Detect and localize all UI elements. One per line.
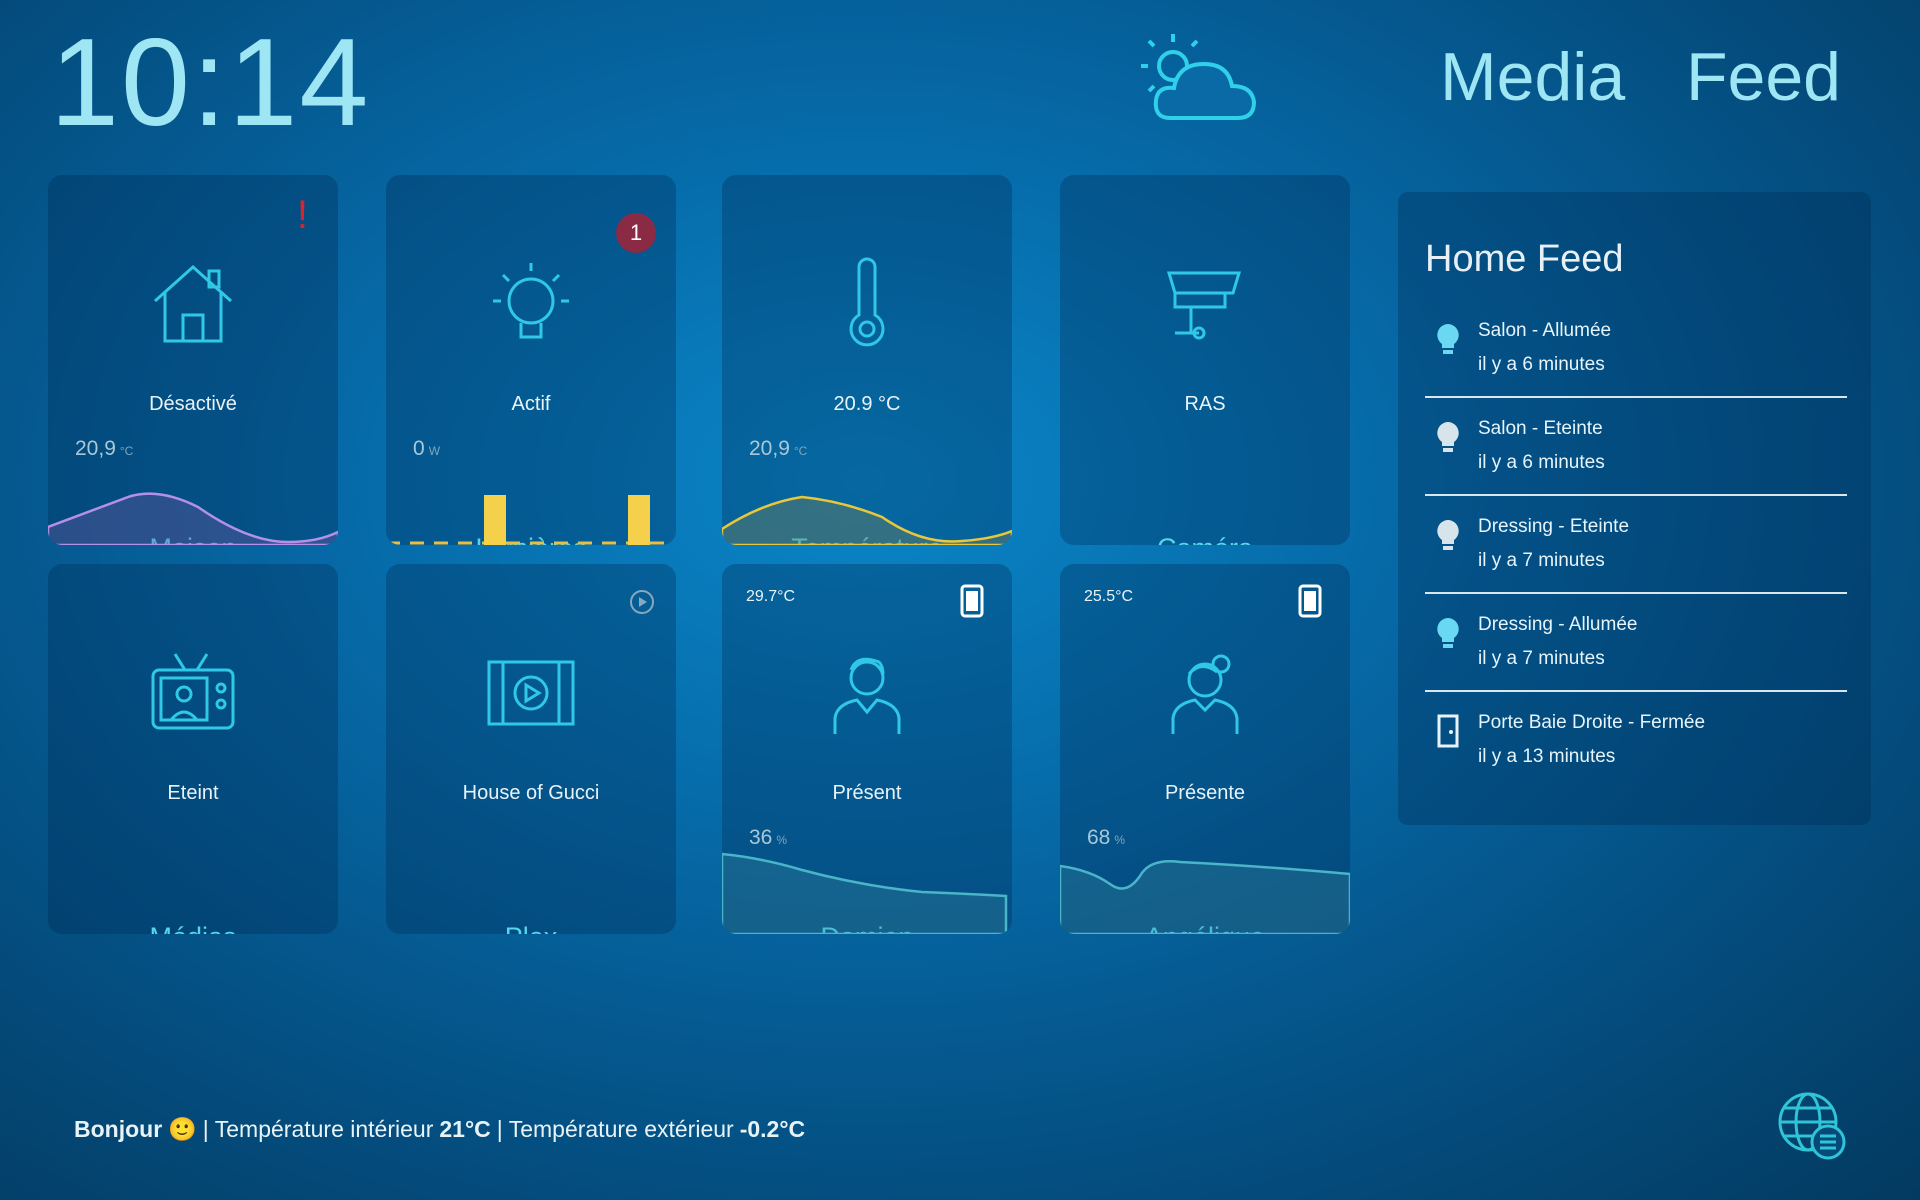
sensor-unit: W [428,444,441,458]
sensor-value: 20,9 °C [75,437,133,461]
tile-status: 20.9 °C [833,393,901,415]
tile[interactable]: Plex House of Gucci [386,564,676,934]
device-temp: 29.7°C [746,588,796,605]
tile-name: Maison [48,533,338,545]
sensor-unit: % [1114,833,1126,847]
feed-time: il y a 6 minutes [1478,354,1605,375]
nav-media[interactable]: Media [1440,39,1626,115]
feed-separator [1425,396,1847,398]
feed-title: Home Feed [1425,238,1624,280]
feed-item[interactable]: Porte Baie Droite - Fermée il y a 13 minu… [1425,694,1847,790]
sensor-value: 20,9 °C [749,437,807,461]
tile-icon [493,263,569,339]
tile-name: Caméra [1060,533,1350,545]
tile-name: Température [722,533,1012,545]
sparkline [48,492,338,545]
sensor-unit: % [776,833,788,847]
weather-icon[interactable] [1140,28,1280,128]
sensor-number: 20,9 [75,437,116,460]
footer-text: 🙂 [168,1116,197,1142]
feed-event: Dressing - Allumée [1478,614,1638,635]
alert-mark: ! [296,193,308,237]
tile-icon [849,257,885,347]
footer-text: Bonjour [74,1116,163,1142]
sensor-number: 68 [1087,826,1111,849]
tile-icon [151,653,235,730]
feed-event: Porte Baie Droite - Fermée [1478,712,1706,733]
tile-status: Désactivé [149,393,237,415]
home-feed: Home Feed Salon - Allumée il y a 6 minute… [1398,192,1871,825]
feed-separator [1425,592,1847,594]
tile-name: Angélique [1060,922,1350,934]
notification-badge: 1 [616,213,656,253]
sensor-unit: °C [119,444,134,458]
tile-icon [487,660,575,726]
phone-icon [960,584,984,618]
feed-time: il y a 7 minutes [1478,648,1605,669]
tile-icon [833,657,901,734]
feed-icon [1437,324,1459,354]
tile-status: House of Gucci [462,782,600,804]
nav-feed[interactable]: Feed [1686,39,1841,115]
tile-name: Damien [722,922,1012,934]
sensor-number: 36 [749,826,773,849]
tile-icon [1171,654,1239,734]
sparkline [722,852,1008,934]
tile-status: Présent [832,782,902,804]
feed-item[interactable]: Dressing - Eteinte il y a 7 minutes [1425,498,1847,594]
feed-separator [1425,690,1847,692]
sensor-unit: °C [793,444,808,458]
feed-event: Dressing - Eteinte [1478,516,1630,537]
feed-event: Salon - Allumée [1478,320,1612,341]
footer-status: Bonjour 🙂 | Température intérieur 21°C | Tem… [74,1116,811,1143]
feed-icon [1437,618,1459,648]
tile-icon [153,264,233,343]
sensor-number: 20,9 [749,437,790,460]
tile[interactable]: LumièresActif0W1 [386,175,676,545]
footer-text: | Température intérieur [202,1116,434,1142]
tile[interactable]: Damien Présent 36% 29.7°C [722,564,1012,934]
footer-text: 21°C [439,1116,491,1142]
feed-time: il y a 13 minutes [1478,746,1616,767]
feed-icon [1437,714,1459,748]
footer-text: | Température extérieur [496,1116,734,1142]
tile[interactable]: Maison Désactivé 20,9°C! [48,175,338,545]
feed-separator [1425,494,1847,496]
feed-item[interactable]: Dressing - Allumée il y a 7 minutes [1425,596,1847,692]
sparkline [722,495,1012,545]
feed-event: Salon - Eteinte [1478,418,1603,439]
feed-item[interactable]: Salon - Allumée il y a 6 minutes [1425,302,1847,398]
settings-globe[interactable] [1776,1090,1848,1162]
feed-item[interactable]: Salon - Eteinte il y a 6 minutes [1425,400,1847,496]
sparkline [1060,860,1350,934]
play-button[interactable] [628,588,656,616]
tile-status: Eteint [167,782,219,804]
tile-name: Plex [386,922,676,934]
sparkline [386,495,676,545]
sensor-value: 68% [1087,826,1125,850]
feed-icon [1437,520,1459,550]
feed-time: il y a 6 minutes [1478,452,1605,473]
tile[interactable]: Angélique Présente 68% 25.5°C [1060,564,1350,934]
tile[interactable]: Température 20.9 °C 20,9°C [722,175,1012,545]
tile-status: Présente [1164,782,1246,804]
device-temp: 25.5°C [1084,588,1134,605]
phone-icon [1298,584,1322,618]
sensor-number: 0 [413,437,425,460]
tile[interactable]: Médias Eteint [48,564,338,934]
clock: 10:14 [50,14,371,152]
tile-icon [1166,271,1242,340]
sensor-value: 36% [749,826,787,850]
tile-status: RAS [1184,393,1226,415]
feed-icon [1437,422,1459,452]
footer-text: -0.2°C [739,1116,806,1142]
tile[interactable]: Caméra RAS [1060,175,1350,545]
tile-name: Médias [48,922,338,934]
feed-time: il y a 7 minutes [1478,550,1605,571]
tile-status: Actif [511,393,551,415]
